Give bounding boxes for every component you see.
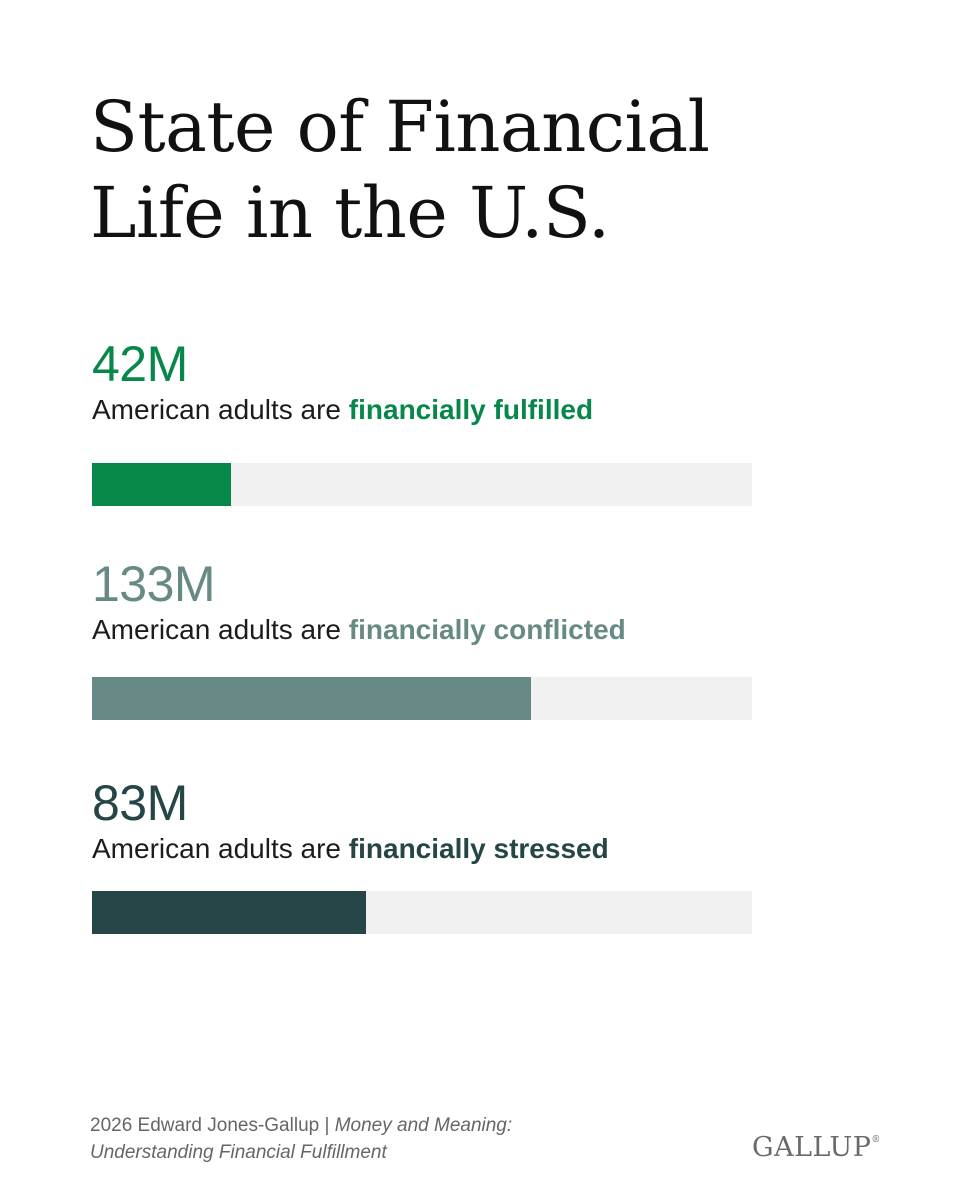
title-line-2: Life in the U.S. (90, 172, 610, 254)
stat-description-fulfilled: American adults are financially fulfille… (92, 392, 852, 428)
gallup-logo: GALLUP® (752, 1132, 880, 1163)
title-line-1: State of Financial (90, 86, 710, 168)
stat-highlight-conflicted: financially conflicted (348, 614, 626, 645)
registered-mark: ® (871, 1135, 881, 1145)
stat-highlight-fulfilled: financially fulfilled (348, 394, 594, 425)
bar-track-stressed (92, 891, 752, 934)
bar-track-fulfilled (92, 463, 752, 506)
bar-fill-fulfilled (92, 463, 231, 506)
stat-prefix-fulfilled: American adults are (92, 394, 349, 425)
stat-prefix-stressed: American adults are (92, 833, 349, 864)
stat-value-stressed: 83M (92, 775, 188, 831)
stat-value-conflicted: 133M (92, 556, 216, 612)
bar-fill-conflicted (92, 677, 531, 720)
stat-value-fulfilled: 42M (92, 336, 188, 392)
stat-conflicted: 133M American adults are financially con… (92, 556, 852, 648)
stat-prefix-conflicted: American adults are (92, 614, 349, 645)
source-footer: 2026 Edward Jones-Gallup | Money and Mea… (90, 1112, 610, 1166)
gallup-logo-text: GALLUP (752, 1132, 872, 1163)
page-title: State of Financial Life in the U.S. (90, 84, 810, 256)
source-text: 2026 Edward Jones-Gallup | (90, 1115, 335, 1136)
stat-highlight-stressed: financially stressed (348, 833, 609, 864)
publication-title: Money and Meaning: Understanding Financi… (90, 1115, 513, 1163)
stat-fulfilled: 42M American adults are financially fulf… (92, 336, 852, 428)
stat-description-conflicted: American adults are financially conflict… (92, 612, 852, 648)
stat-description-stressed: American adults are financially stressed (92, 831, 852, 867)
stat-stressed: 83M American adults are financially stre… (92, 775, 852, 867)
bar-fill-stressed (92, 891, 366, 934)
bar-track-conflicted (92, 677, 752, 720)
